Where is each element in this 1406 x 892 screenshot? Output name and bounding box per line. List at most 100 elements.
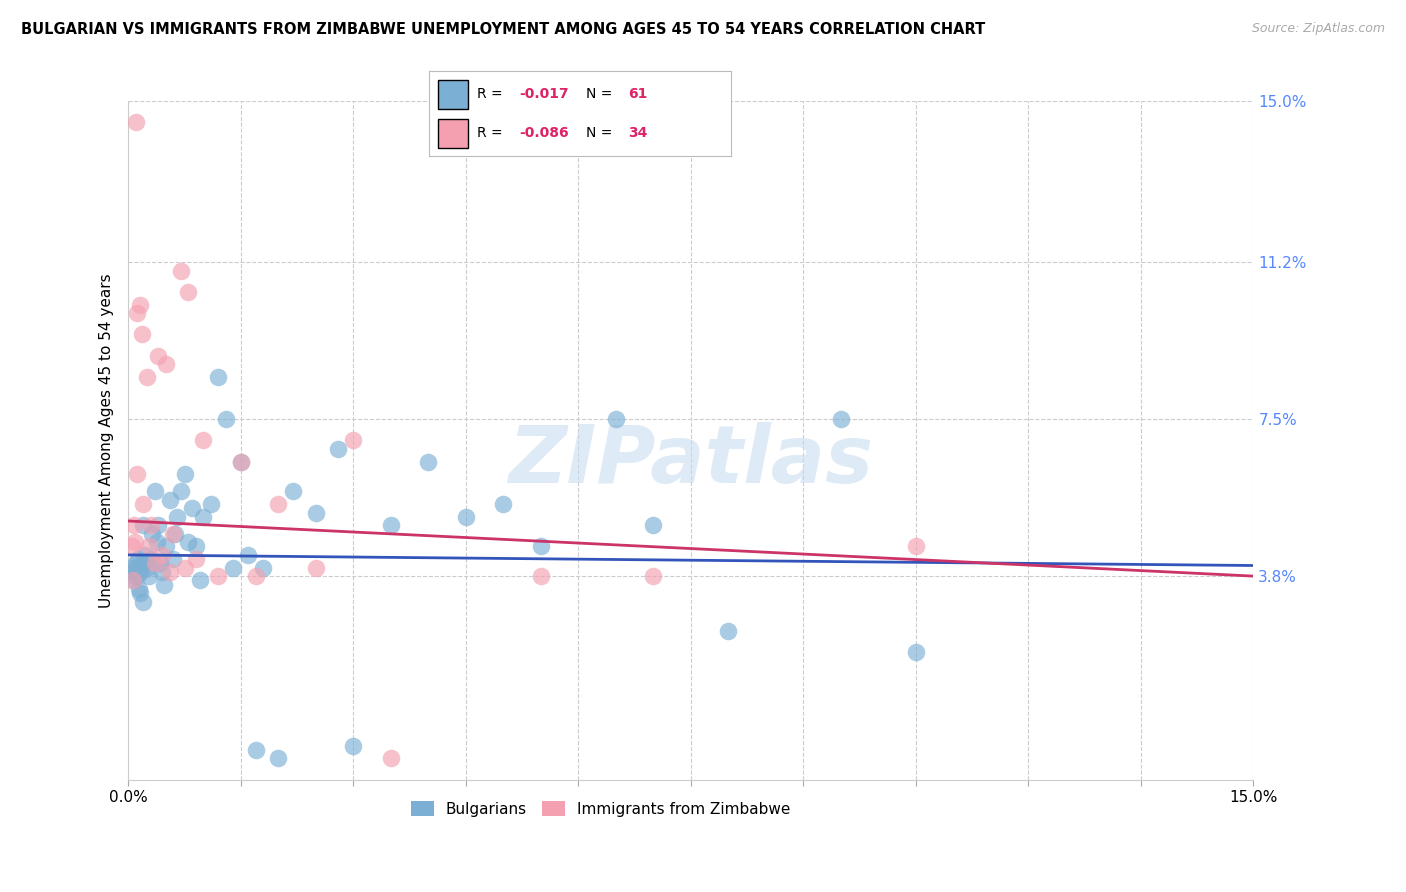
FancyBboxPatch shape [437, 80, 468, 109]
Point [134, 548, 156, 562]
Point [267, 497, 290, 511]
Point [162, 526, 184, 541]
Point [127, 552, 149, 566]
Point [127, 306, 149, 320]
Point [229, 455, 252, 469]
Point [136, 560, 159, 574]
Point [155, 357, 177, 371]
Point [181, 501, 204, 516]
Point [305, 560, 328, 574]
Point [492, 497, 515, 511]
Point [530, 540, 553, 554]
Point [342, 739, 364, 753]
Point [283, 484, 305, 499]
Point [150, 548, 173, 562]
Point [245, 569, 267, 583]
Point [125, 557, 148, 571]
Text: N =: N = [586, 127, 617, 140]
Point [717, 624, 740, 639]
Point [193, 509, 215, 524]
Text: 61: 61 [628, 87, 648, 101]
Text: BULGARIAN VS IMMIGRANTS FROM ZIMBABWE UNEMPLOYMENT AMONG AGES 45 TO 54 YEARS COR: BULGARIAN VS IMMIGRANTS FROM ZIMBABWE UN… [21, 22, 986, 37]
Point [162, 552, 184, 566]
Point [252, 560, 274, 574]
Legend: Bulgarians, Immigrants from Zimbabwe: Bulgarians, Immigrants from Zimbabwe [405, 795, 797, 822]
Point [177, 535, 200, 549]
Point [121, 540, 143, 554]
Point [342, 434, 364, 448]
Point [136, 369, 159, 384]
Text: Source: ZipAtlas.com: Source: ZipAtlas.com [1251, 22, 1385, 36]
Point [141, 526, 163, 541]
Point [200, 497, 222, 511]
Point [173, 560, 195, 574]
Y-axis label: Unemployment Among Ages 45 to 54 years: Unemployment Among Ages 45 to 54 years [100, 273, 114, 607]
Point [155, 540, 177, 554]
Point [132, 518, 155, 533]
Point [149, 557, 172, 571]
Point [122, 565, 145, 579]
Point [138, 569, 160, 583]
Point [267, 751, 290, 765]
Point [245, 743, 267, 757]
Point [177, 285, 200, 299]
Point [127, 569, 149, 583]
Point [159, 492, 181, 507]
Point [132, 497, 155, 511]
Point [238, 548, 260, 562]
Point [173, 467, 195, 482]
Point [207, 369, 229, 384]
Point [904, 645, 927, 659]
Point [530, 569, 553, 583]
Point [166, 509, 188, 524]
Point [184, 552, 207, 566]
Point [138, 540, 160, 554]
Point [215, 412, 238, 426]
Point [222, 560, 245, 574]
Point [121, 574, 143, 588]
Point [139, 552, 162, 566]
Point [830, 412, 852, 426]
Point [380, 751, 402, 765]
Point [148, 518, 170, 533]
Point [128, 582, 150, 596]
Point [229, 455, 252, 469]
Point [418, 455, 440, 469]
Point [643, 569, 665, 583]
Text: -0.017: -0.017 [520, 87, 569, 101]
Point [643, 518, 665, 533]
Point [139, 518, 162, 533]
Point [131, 557, 153, 571]
Point [143, 557, 166, 571]
Point [454, 509, 477, 524]
Point [129, 560, 152, 574]
Point [131, 327, 153, 342]
Point [128, 298, 150, 312]
Point [148, 349, 170, 363]
Point [129, 586, 152, 600]
Point [150, 565, 173, 579]
Point [124, 535, 146, 549]
Point [122, 518, 145, 533]
Point [305, 506, 328, 520]
Point [125, 560, 148, 574]
Point [143, 484, 166, 499]
Point [145, 535, 167, 549]
Point [170, 484, 193, 499]
Point [163, 526, 186, 541]
FancyBboxPatch shape [437, 119, 468, 147]
Point [131, 594, 153, 608]
Point [124, 569, 146, 583]
Point [188, 574, 211, 588]
Point [328, 442, 350, 456]
Point [153, 577, 176, 591]
Text: R =: R = [477, 87, 508, 101]
Text: 34: 34 [628, 127, 648, 140]
Text: N =: N = [586, 87, 617, 101]
Point [121, 574, 143, 588]
Point [170, 264, 193, 278]
Text: R =: R = [477, 127, 508, 140]
Text: -0.086: -0.086 [520, 127, 569, 140]
Point [128, 565, 150, 579]
Point [207, 569, 229, 583]
